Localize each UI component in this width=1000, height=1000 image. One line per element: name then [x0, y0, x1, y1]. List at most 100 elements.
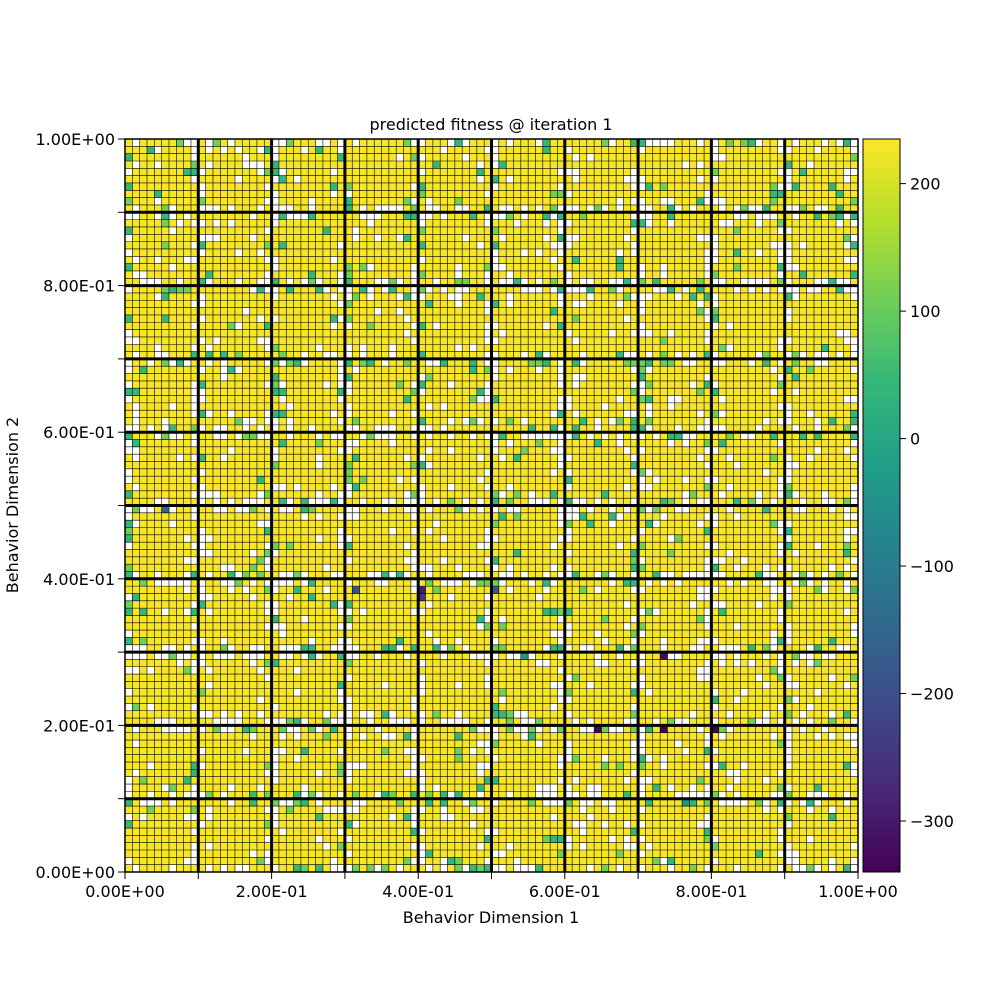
heatmap-cell [344, 784, 353, 792]
heatmap-cell [205, 476, 214, 484]
heatmap-cell [799, 806, 807, 814]
heatmap-cell [682, 534, 690, 543]
heatmap-cell [762, 740, 771, 748]
heatmap-cell [601, 864, 610, 873]
heatmap-cell [154, 461, 162, 470]
heatmap-cell [836, 490, 844, 499]
heatmap-cell [300, 468, 309, 477]
heatmap-cell [660, 725, 668, 734]
heatmap-cell [586, 527, 595, 536]
heatmap-cell [564, 725, 573, 734]
heatmap-cell [579, 578, 588, 587]
heatmap-cell [806, 542, 815, 550]
heatmap-cell [286, 864, 294, 873]
heatmap-cell [806, 600, 815, 609]
heatmap-cell [388, 600, 397, 609]
heatmap-cell [308, 769, 316, 778]
heatmap-cell [381, 520, 390, 528]
heatmap-cell [726, 461, 734, 470]
heatmap-cell [220, 674, 228, 682]
heatmap-cell [249, 600, 258, 609]
heatmap-cell [601, 439, 610, 448]
heatmap-cell [630, 424, 639, 433]
heatmap-cell [572, 784, 580, 792]
heatmap-cell [528, 593, 536, 602]
heatmap-cell [462, 476, 470, 484]
heatmap-cell [125, 586, 133, 594]
heatmap-cell [425, 740, 434, 748]
heatmap-cell [843, 600, 851, 609]
heatmap-cell [139, 718, 148, 726]
heatmap-cell [726, 468, 734, 477]
heatmap-cell [660, 593, 668, 602]
heatmap-cell [828, 718, 837, 726]
heatmap-cell [308, 798, 316, 807]
heatmap-cell [146, 520, 155, 528]
heatmap-cell [139, 446, 148, 455]
heatmap-cell [425, 747, 434, 756]
heatmap-cell [154, 857, 162, 865]
heatmap-cell [161, 446, 170, 455]
heatmap-cell [733, 542, 742, 550]
heatmap-cell [682, 798, 690, 807]
heatmap-cell [660, 483, 668, 492]
heatmap-cell [520, 688, 529, 697]
heatmap-cell [352, 476, 360, 484]
heatmap-cell [528, 828, 536, 836]
heatmap-cell [249, 798, 258, 807]
heatmap-cell [330, 461, 338, 470]
heatmap-cell [146, 659, 155, 668]
heatmap-cell [198, 571, 206, 580]
heatmap-cell [322, 637, 331, 646]
heatmap-cell [205, 630, 214, 638]
heatmap-cell [594, 835, 602, 843]
heatmap-cell [198, 417, 206, 426]
heatmap-cell [572, 424, 580, 433]
heatmap-cell [586, 586, 595, 594]
heatmap-cell [674, 857, 683, 865]
heatmap-cell [572, 710, 580, 719]
heatmap-cell [242, 696, 250, 704]
heatmap-cell [821, 512, 829, 521]
heatmap-cell [506, 688, 514, 697]
heatmap-cell [432, 468, 441, 477]
heatmap-cell [168, 776, 177, 785]
heatmap-cell [513, 828, 522, 836]
heatmap-cell [462, 593, 470, 602]
heatmap-cell [718, 615, 727, 624]
heatmap-cell [843, 710, 851, 719]
heatmap-cell [183, 593, 192, 602]
heatmap-cell [601, 857, 610, 865]
heatmap-cell [696, 732, 705, 741]
heatmap-cell [550, 747, 558, 756]
heatmap-cell [777, 432, 785, 440]
heatmap-cell [601, 703, 610, 712]
heatmap-cell [256, 850, 265, 858]
heatmap-cell [718, 784, 727, 792]
heatmap-cell [828, 784, 837, 792]
heatmap-cell [256, 813, 265, 821]
heatmap-cell [256, 681, 265, 690]
heatmap-cell [432, 769, 441, 778]
heatmap-cell [572, 747, 580, 756]
heatmap-cell [161, 483, 170, 492]
heatmap-cell [806, 564, 815, 572]
heatmap-cell [300, 593, 309, 602]
heatmap-cell [696, 468, 705, 477]
heatmap-cell [770, 820, 778, 829]
heatmap-cell [513, 659, 522, 668]
heatmap-cell [242, 784, 250, 792]
heatmap-cell [762, 688, 771, 697]
heatmap-cell [308, 784, 316, 792]
heatmap-cell [586, 578, 595, 587]
heatmap-cell [396, 659, 404, 668]
heatmap-cell [645, 622, 654, 631]
heatmap-cell [190, 534, 199, 543]
heatmap-cell [748, 791, 756, 799]
heatmap-cell [271, 505, 280, 514]
heatmap-cell [410, 798, 419, 807]
heatmap-cell [154, 549, 162, 558]
heatmap-cell [293, 762, 302, 770]
heatmap-cell [491, 681, 500, 690]
heatmap-cell [227, 762, 236, 770]
